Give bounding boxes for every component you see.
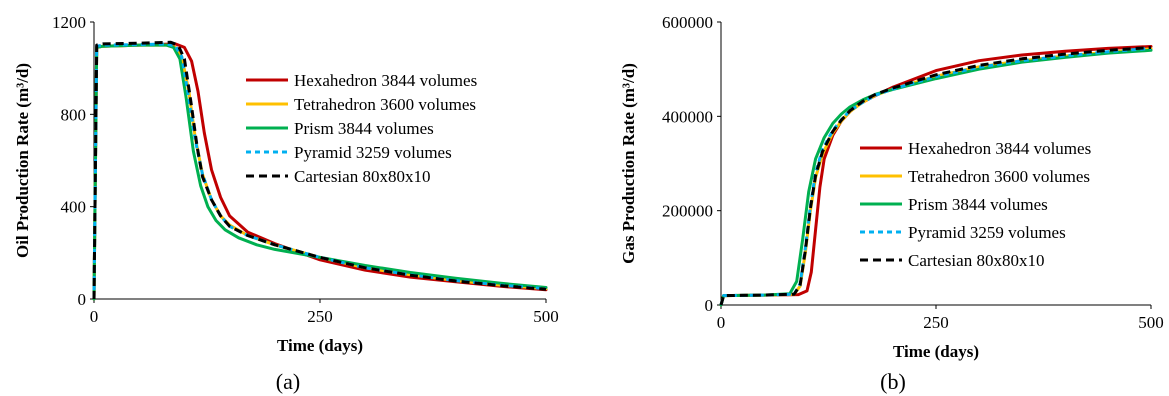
series-line-cartesian xyxy=(92,40,547,300)
panel-caption: (a) xyxy=(276,369,300,394)
panel-caption: (b) xyxy=(880,369,906,394)
legend-label-cartesian: Cartesian 80x80x10 xyxy=(294,167,430,186)
y-tick-label: 200000 xyxy=(662,202,713,221)
legend-label-hexahedron: Hexahedron 3844 volumes xyxy=(908,139,1091,158)
legend-label-tetrahedron: Tetrahedron 3600 volumes xyxy=(908,167,1090,186)
y-axis-title: Gas Production Rate (m³/d) xyxy=(619,63,638,264)
y-axis-title: Oil Production Rate (m³/d) xyxy=(13,63,32,258)
x-tick-label: 250 xyxy=(923,313,949,332)
legend-label-tetrahedron: Tetrahedron 3600 volumes xyxy=(294,95,476,114)
y-tick-label: 400000 xyxy=(662,107,713,126)
x-tick-label: 250 xyxy=(307,307,333,326)
legend-label-prism: Prism 3844 volumes xyxy=(908,195,1048,214)
legend-label-pyramid: Pyramid 3259 volumes xyxy=(908,223,1066,242)
gas-production-chart: 0 200000 400000 600000 0 250 500 Time (days) Gas… xyxy=(619,13,1164,394)
y-tick-label: 1200 xyxy=(52,13,86,32)
y-tick-label: 800 xyxy=(61,105,87,124)
x-tick-label: 0 xyxy=(717,313,726,332)
y-tick-label: 400 xyxy=(61,198,87,217)
oil-production-chart: 0 400 800 1200 0 250 500 Time (days) Oil Product… xyxy=(13,13,559,394)
legend-label-cartesian: Cartesian 80x80x10 xyxy=(908,251,1044,270)
series-line-prism xyxy=(719,48,1153,307)
x-tick-label: 500 xyxy=(533,307,559,326)
x-axis-title: Time (days) xyxy=(893,342,979,361)
y-tick-label: 0 xyxy=(78,290,87,309)
x-axis-title: Time (days) xyxy=(277,336,363,355)
x-tick-label: 0 xyxy=(90,307,99,326)
y-tick-label: 600000 xyxy=(662,13,713,32)
series-line-cartesian xyxy=(719,46,1152,306)
legend-label-pyramid: Pyramid 3259 volumes xyxy=(294,143,452,162)
legend-label-prism: Prism 3844 volumes xyxy=(294,119,434,138)
legend-label-hexahedron: Hexahedron 3844 volumes xyxy=(294,71,477,90)
y-tick-label: 0 xyxy=(705,296,714,315)
x-tick-label: 500 xyxy=(1138,313,1164,332)
